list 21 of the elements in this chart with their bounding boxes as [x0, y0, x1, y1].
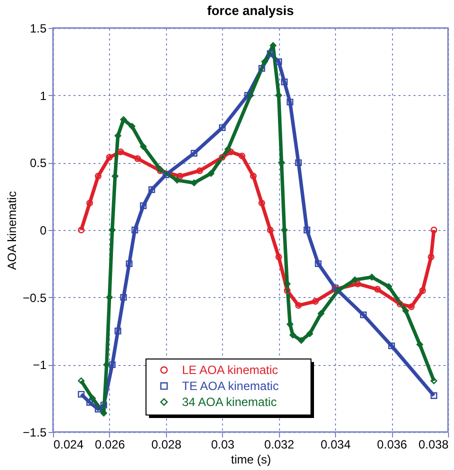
y-tick-label: −1 — [32, 358, 47, 372]
x-tick-label: 0.024 — [54, 438, 84, 452]
chart-title: force analysis — [207, 3, 294, 18]
legend-label: 34 AOA kinematic — [182, 395, 277, 409]
y-tick-label: 0.5 — [30, 156, 47, 170]
legend-label: TE AOA kinematic — [182, 379, 279, 393]
x-tick-label: 0.028 — [151, 438, 182, 452]
y-tick-label: −1.5 — [22, 426, 47, 440]
x-tick-label: 0.032 — [264, 438, 295, 452]
y-tick-label: 0 — [40, 224, 47, 238]
y-tick-label: 1.5 — [30, 22, 47, 36]
x-tick-label: 0.036 — [377, 438, 408, 452]
x-tick-label: 0.03 — [211, 438, 235, 452]
y-tick-label: 1 — [40, 88, 47, 103]
y-tick-label: −0.5 — [22, 290, 47, 305]
x-tick-label: 0.038 — [418, 438, 449, 452]
x-tick-label: 0.034 — [320, 438, 351, 452]
y-axis-title: AOA kinematic — [4, 191, 19, 270]
x-tick-label: 0.026 — [94, 438, 126, 452]
legend-label: LE AOA kinematic — [182, 363, 278, 377]
x-axis-title: time (s) — [231, 452, 271, 466]
